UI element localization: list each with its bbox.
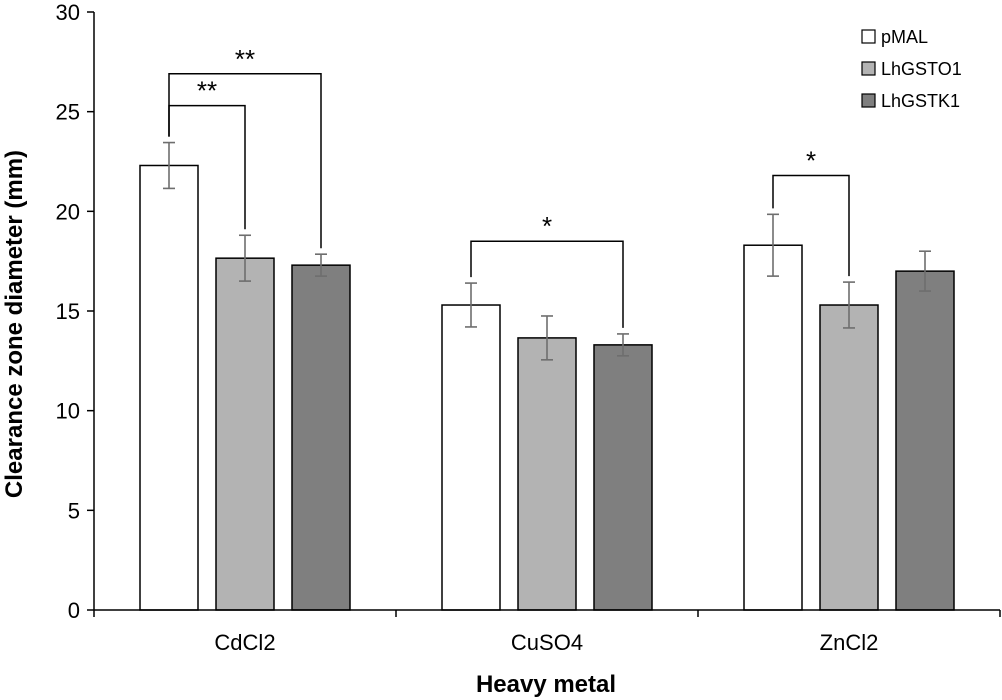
- legend-label: LhGSTK1: [881, 91, 960, 111]
- bar: [593, 344, 653, 611]
- legend-swatch: [861, 61, 876, 76]
- y-axis-title: Clearance zone diameter (mm): [1, 150, 28, 498]
- bar: [743, 244, 803, 611]
- y-tick-label: 30: [56, 0, 80, 25]
- x-tick-label: CuSO4: [511, 630, 583, 655]
- legend-label: LhGSTO1: [881, 59, 962, 79]
- bar: [819, 304, 879, 611]
- x-tick-label: CdCl2: [214, 630, 275, 655]
- significance-label: *: [542, 211, 552, 241]
- significance-bracket: [470, 240, 624, 328]
- bar: [291, 264, 351, 611]
- significance-bracket: [168, 73, 322, 249]
- y-tick-label: 5: [68, 498, 80, 523]
- legend-label: pMAL: [881, 27, 928, 47]
- bar: [139, 164, 199, 611]
- y-tick-label: 25: [56, 100, 80, 125]
- y-tick-label: 0: [68, 598, 80, 623]
- bar: [215, 257, 275, 611]
- bar: [517, 337, 577, 611]
- y-tick-label: 10: [56, 399, 80, 424]
- significance-bracket: [772, 174, 850, 277]
- significance-label: **: [197, 76, 217, 106]
- x-tick-label: ZnCl2: [820, 630, 879, 655]
- bar: [441, 304, 501, 611]
- x-axis-title: Heavy metal: [476, 671, 616, 698]
- legend-swatch: [861, 93, 876, 108]
- y-tick-label: 20: [56, 199, 80, 224]
- significance-label: *: [806, 145, 816, 175]
- significance-label: **: [235, 44, 255, 74]
- legend-swatch: [861, 29, 876, 44]
- y-tick-label: 15: [56, 299, 80, 324]
- bar: [895, 270, 955, 611]
